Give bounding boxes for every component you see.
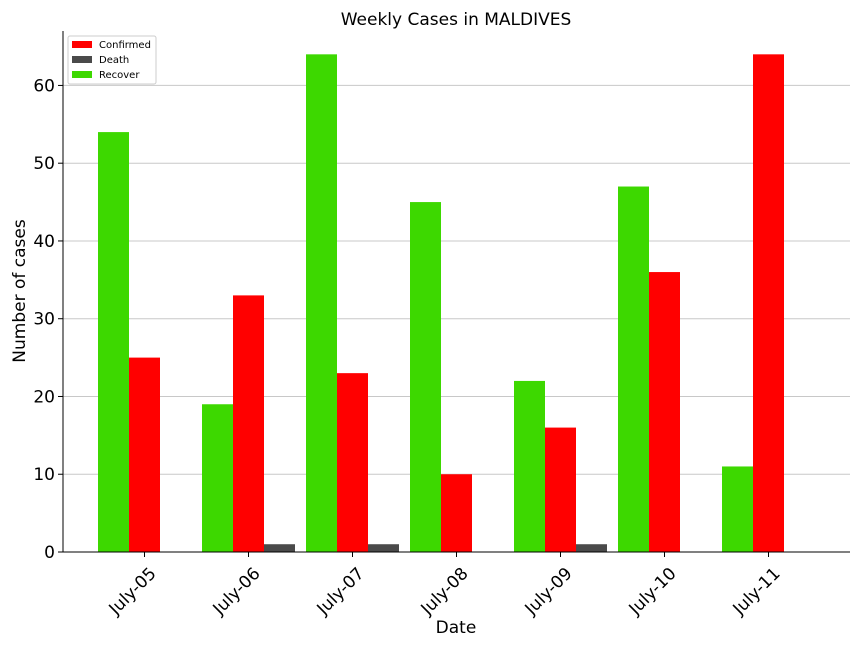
x-tick-label: July-09 [521, 564, 577, 620]
legend-label-death: Death [99, 55, 129, 66]
bar-confirmed-july-10 [649, 272, 680, 552]
y-tick-label: 40 [33, 232, 55, 252]
gridlines [63, 84, 850, 475]
bar-confirmed-july-09 [545, 427, 576, 552]
y-tick-label: 0 [44, 543, 55, 563]
x-tick-label: July-06 [209, 564, 265, 620]
bar-confirmed-july-06 [233, 295, 264, 552]
x-ticks: July-05 July-06 July-07 July-08 July-09 July-… [105, 552, 785, 620]
y-tick-label: 20 [33, 387, 55, 407]
y-tick-label: 10 [33, 465, 55, 485]
bar-recover-july-06 [202, 404, 233, 552]
legend: Confirmed Death Recover [67, 35, 157, 85]
bar-confirmed-july-11 [753, 54, 784, 552]
bar-death-july-07 [368, 544, 399, 552]
bar-confirmed-july-07 [337, 373, 368, 552]
x-axis-label: Date [436, 618, 477, 638]
bars [98, 54, 784, 553]
bar-recover-july-11 [722, 466, 753, 552]
bar-recover-july-10 [618, 186, 649, 552]
bar-death-july-06 [264, 544, 295, 552]
bar-recover-july-05 [98, 132, 129, 553]
bar-recover-july-08 [410, 202, 441, 552]
x-tick-label: July-10 [625, 564, 681, 620]
bar-confirmed-july-05 [129, 357, 160, 552]
y-tick-label: 60 [33, 76, 55, 96]
x-tick-label: July-05 [105, 564, 161, 620]
y-ticks: 0 10 20 30 40 50 60 [33, 76, 63, 563]
legend-swatch-death [72, 56, 92, 63]
x-tick-label: July-07 [313, 564, 369, 620]
x-tick-label: July-08 [417, 564, 473, 620]
legend-swatch-confirmed [72, 41, 92, 48]
y-tick-label: 50 [33, 154, 55, 174]
bar-recover-july-09 [514, 380, 545, 552]
bar-death-july-09 [576, 544, 607, 552]
legend-swatch-recover [72, 71, 92, 78]
bar-recover-july-07 [306, 54, 337, 552]
legend-label-confirmed: Confirmed [99, 40, 151, 51]
bar-confirmed-july-08 [441, 474, 472, 552]
y-axis-label: Number of cases [10, 219, 30, 363]
chart-title: Weekly Cases in MALDIVES [341, 10, 572, 30]
x-tick-label: July-11 [729, 564, 785, 620]
y-tick-label: 30 [33, 310, 55, 330]
legend-label-recover: Recover [99, 70, 140, 81]
